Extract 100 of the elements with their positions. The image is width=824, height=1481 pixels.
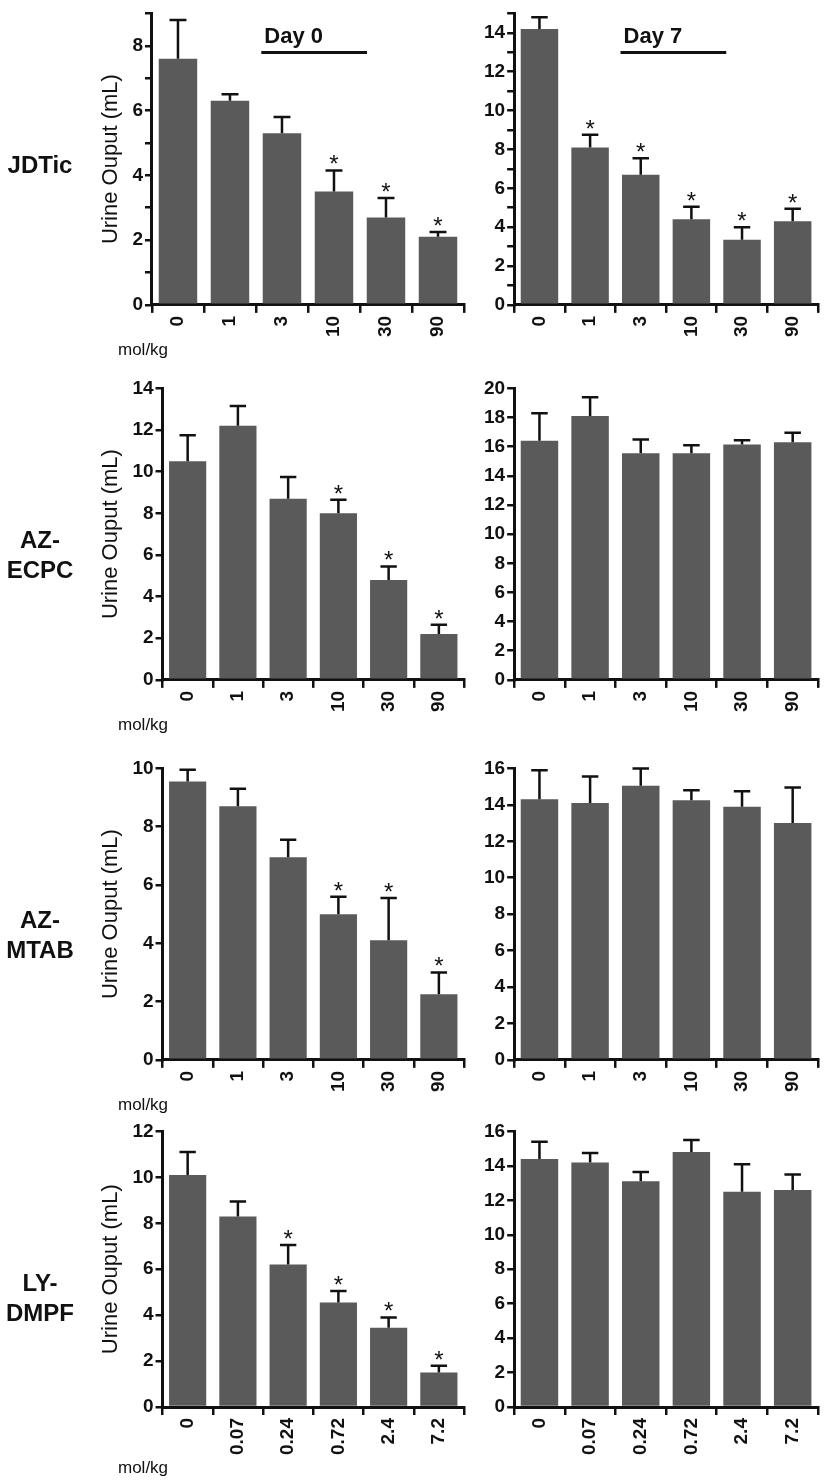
bar (319, 914, 357, 1059)
y-tick-label: 14 (483, 21, 506, 43)
y-tick-label: 4 (142, 1303, 154, 1325)
x-tick-label: 90 (780, 315, 802, 338)
bar (622, 453, 660, 679)
bar (571, 416, 609, 679)
y-tick-label: 12 (483, 59, 506, 81)
annotation: * (636, 138, 646, 166)
x-tick-label: 0.07 (226, 1418, 248, 1455)
bar (169, 1175, 207, 1406)
y-tick-label: 10 (483, 1222, 506, 1244)
annotation: * (383, 546, 394, 574)
y-tick-label: 12 (483, 1188, 506, 1210)
bar (262, 133, 302, 304)
x-tick-label: 10 (679, 690, 701, 713)
x-tick-label: 90 (780, 1070, 802, 1093)
x-tick-label: 0.07 (578, 1418, 600, 1455)
annotation: * (333, 1271, 344, 1299)
y-tick-label: 4 (142, 584, 154, 606)
y-axis-title: Urine Ouput (mL) (97, 829, 123, 1000)
y-tick-label: 12 (483, 493, 506, 515)
x-tick-label: 90 (426, 315, 448, 338)
x-tick-label: 0 (527, 690, 549, 702)
bar (169, 781, 207, 1059)
bar (420, 1372, 458, 1406)
bar (672, 453, 711, 679)
bar (672, 219, 711, 304)
y-tick-label: 6 (132, 98, 143, 120)
x-tick-label: 0 (175, 1070, 197, 1082)
x-tick-label: 7.2 (427, 1418, 449, 1445)
y-tick-label: 4 (494, 215, 506, 237)
y-tick-label: 2 (494, 638, 506, 660)
y-tick-label: 6 (494, 176, 506, 198)
text: AZ-MTAB (5, 905, 75, 965)
x-tick-label: 0 (166, 315, 188, 327)
x-tick-label: 30 (376, 690, 398, 713)
y-tick-label: 6 (142, 873, 154, 895)
x-tick-label: 3 (276, 690, 298, 702)
y-tick-label: 10 (483, 865, 506, 887)
y-tick-label: 2 (142, 1349, 154, 1371)
x-tick-label: 3 (628, 315, 650, 327)
annotation: * (434, 1345, 444, 1373)
y-tick-label: 14 (483, 793, 506, 815)
bar (520, 28, 559, 304)
y-tick-label: 8 (494, 551, 506, 573)
annotation: Day 0 (264, 23, 324, 49)
y-tick-label: 16 (483, 756, 506, 778)
x-tick-label: 1 (578, 690, 600, 702)
y-tick-label: 6 (494, 938, 506, 960)
x-tick-label: 90 (427, 690, 449, 713)
y-tick-label: 4 (494, 1326, 506, 1348)
x-tick-label: 1 (218, 315, 240, 327)
x-axis-title: mol/kg (118, 1095, 169, 1115)
text: LY-DMPF (5, 1268, 75, 1328)
x-tick-label: 0 (175, 690, 197, 702)
x-tick-label: 0 (527, 1418, 549, 1429)
y-tick-label: 8 (132, 34, 143, 56)
x-tick-label: 90 (780, 690, 802, 713)
bar (269, 857, 307, 1059)
y-tick-label: 2 (142, 989, 154, 1011)
y-tick-label: 10 (483, 522, 506, 544)
bar (158, 58, 198, 304)
y-tick-label: 14 (132, 376, 154, 398)
bar (773, 1189, 812, 1406)
x-tick-label: 3 (270, 315, 292, 327)
x-tick-label: 0 (527, 315, 549, 327)
x-tick-label: 2.4 (730, 1417, 752, 1445)
bar (520, 440, 559, 679)
y-tick-label: 10 (483, 98, 506, 120)
x-tick-label: 10 (322, 315, 344, 338)
y-tick-label: 4 (494, 609, 506, 631)
x-axis-title: mol/kg (118, 715, 169, 735)
bar (773, 221, 812, 304)
bar (723, 239, 761, 304)
annotation: * (788, 188, 798, 216)
annotation: * (585, 114, 595, 142)
y-tick-label: 8 (494, 137, 506, 159)
x-tick-label: 3 (628, 690, 650, 702)
x-tick-label: 1 (226, 690, 248, 702)
y-tick-label: 4 (132, 163, 144, 185)
y-tick-label: 6 (494, 1291, 506, 1313)
y-tick-label: 14 (483, 1154, 506, 1176)
y-tick-label: 8 (494, 1257, 506, 1279)
bar (314, 191, 354, 304)
annotation: * (686, 186, 697, 214)
y-tick-label: 4 (494, 975, 506, 997)
annotation: * (329, 150, 339, 178)
annotation: * (283, 1225, 293, 1253)
bar (370, 1327, 408, 1406)
bar (571, 1162, 609, 1406)
x-tick-label: 3 (628, 1070, 650, 1082)
x-tick-label: 90 (427, 1070, 449, 1093)
y-tick-label: 2 (494, 1360, 506, 1382)
y-tick-label: 6 (494, 580, 506, 602)
annotation: * (383, 878, 394, 906)
bar (366, 217, 406, 304)
text: JDTic (6, 150, 74, 180)
annotation: Day 7 (623, 23, 683, 49)
annotation: * (333, 876, 344, 904)
annotation: * (434, 604, 444, 632)
